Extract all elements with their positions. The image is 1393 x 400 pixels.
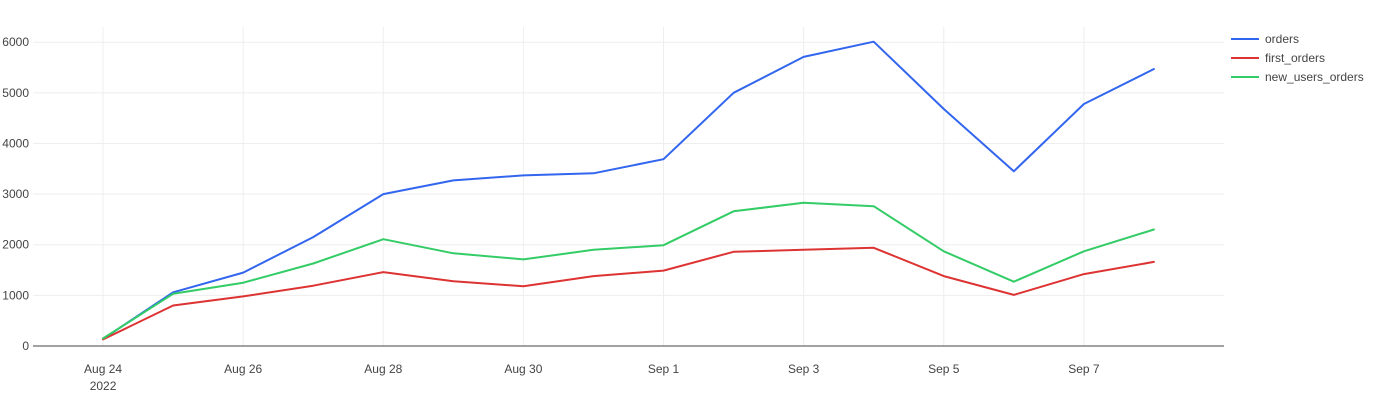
legend[interactable]: orders first_orders new_users_orders <box>1231 32 1364 84</box>
legend-label: first_orders <box>1265 51 1325 65</box>
legend-label: new_users_orders <box>1265 70 1364 84</box>
series-lines <box>102 40 1155 341</box>
y-tick-label: 2000 <box>2 238 29 252</box>
x-tick-label: Sep 5 <box>928 362 960 376</box>
x-tick-label: Sep 3 <box>788 362 820 376</box>
x-tick-label: Sep 1 <box>648 362 680 376</box>
x-tick-label: Aug 30 <box>504 362 542 376</box>
y-tick-label: 4000 <box>2 136 29 150</box>
x-tick-sublabel: 2022 <box>90 379 117 393</box>
legend-item-new_users_orders[interactable]: new_users_orders <box>1231 70 1364 84</box>
x-axis-tick-labels: Aug 24 2022 Aug 26 Aug 28 Aug 30 Sep 1 Sep 3 Se… <box>84 362 1100 393</box>
series-line-new_users_orders <box>102 201 1155 340</box>
x-tick-label: Sep 7 <box>1068 362 1100 376</box>
y-tick-label: 0 <box>22 339 29 353</box>
grid-lines <box>33 27 1224 346</box>
y-tick-label: 1000 <box>2 288 29 302</box>
y-tick-label: 3000 <box>2 187 29 201</box>
series-line-first_orders <box>102 246 1155 341</box>
legend-item-orders[interactable]: orders <box>1231 32 1299 46</box>
y-tick-label: 6000 <box>2 35 29 49</box>
series-line-orders <box>102 40 1155 340</box>
y-tick-label: 5000 <box>2 86 29 100</box>
y-axis-tick-labels: 0 1000 2000 3000 4000 5000 6000 <box>2 35 29 353</box>
x-tick-label: Aug 24 <box>84 362 122 376</box>
x-tick-label: Aug 26 <box>224 362 262 376</box>
legend-item-first_orders[interactable]: first_orders <box>1231 51 1325 65</box>
legend-label: orders <box>1265 32 1299 46</box>
x-tick-label: Aug 28 <box>364 362 402 376</box>
